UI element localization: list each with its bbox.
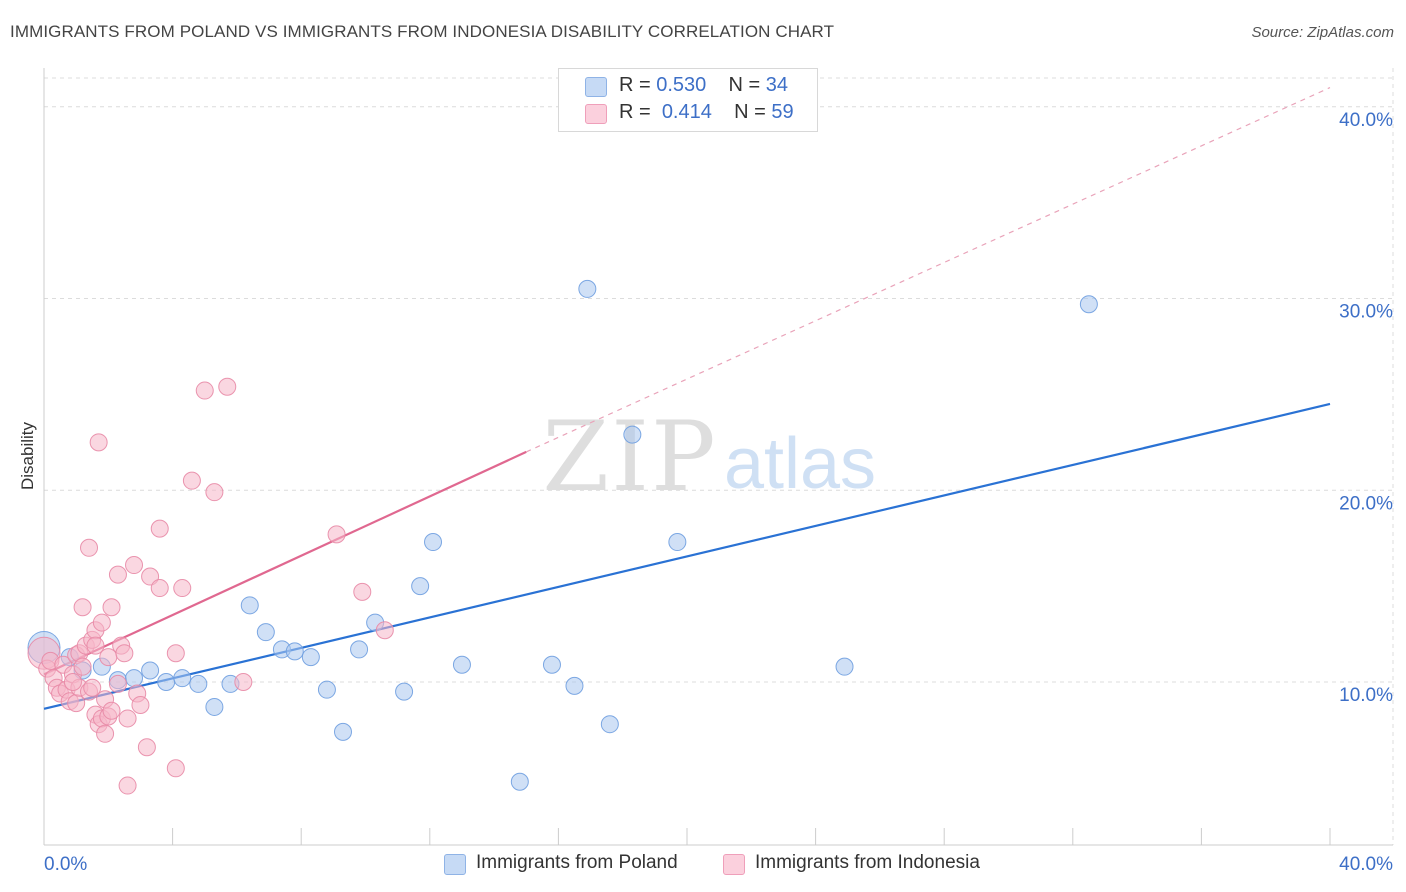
indonesia-point xyxy=(195,381,214,400)
legend-poland-swatch xyxy=(444,854,466,875)
indonesia-point xyxy=(173,579,192,598)
indonesia-point xyxy=(205,483,224,502)
watermark-atlas: atlas xyxy=(724,424,876,504)
y-tick-label: 10.0% xyxy=(1339,685,1393,706)
indonesia-point xyxy=(96,724,115,743)
poland-point xyxy=(205,697,224,716)
indonesia-point xyxy=(108,565,127,584)
watermark-zip: ZIP xyxy=(542,401,717,513)
indonesia-point xyxy=(115,644,134,663)
indonesia-point xyxy=(89,433,108,452)
poland-point xyxy=(565,676,584,695)
poland-point xyxy=(285,642,304,661)
y-tick-label: 30.0% xyxy=(1339,302,1393,323)
poland-r-value: 0.530 xyxy=(656,74,707,96)
trend-line-extension-1 xyxy=(526,87,1331,453)
poland-point xyxy=(333,722,352,741)
indonesia-point xyxy=(80,538,99,557)
trend-lines xyxy=(43,87,1331,710)
legend-indonesia-label: Immigrants from Indonesia xyxy=(755,852,980,873)
y-tick-label: 40.0% xyxy=(1339,110,1393,131)
indonesia-point xyxy=(150,579,169,598)
indonesia-point xyxy=(218,377,237,396)
indonesia-point xyxy=(118,709,137,728)
indonesia-point xyxy=(118,776,137,795)
legend-indonesia-swatch xyxy=(723,854,745,875)
indonesia-point xyxy=(327,525,346,544)
indonesia-point xyxy=(137,738,156,757)
tick-labels: 10.0% 20.0% 30.0% 40.0% 0.0% 40.0% xyxy=(44,110,1393,875)
gridlines xyxy=(44,68,1394,845)
poland-point xyxy=(668,533,687,552)
indonesia-r-value: 0.414 xyxy=(661,101,712,123)
indonesia-point xyxy=(86,636,105,655)
trend-line-0 xyxy=(43,402,1331,710)
indonesia-n-label: N = xyxy=(734,101,766,123)
indonesia-point xyxy=(73,657,92,676)
poland-point xyxy=(835,657,854,676)
indonesia-point xyxy=(182,471,201,490)
poland-point xyxy=(173,669,192,688)
poland-point xyxy=(157,673,176,692)
x-tick-label: 40.0% xyxy=(1339,854,1393,875)
watermark: ZIP atlas xyxy=(542,401,876,513)
poland-n-label: N = xyxy=(728,74,761,96)
indonesia-point xyxy=(102,701,121,720)
indonesia-point xyxy=(83,678,102,697)
indonesia-point xyxy=(131,696,150,715)
indonesia-point xyxy=(141,567,160,586)
y-axis-label: Disability xyxy=(18,421,37,490)
indonesia-point xyxy=(353,582,372,601)
indonesia-point xyxy=(102,598,121,617)
indonesia-point xyxy=(150,519,169,538)
data-points xyxy=(27,279,1098,795)
poland-point xyxy=(600,715,619,734)
x-tick-label: 0.0% xyxy=(44,854,87,875)
poland-point xyxy=(623,425,642,444)
indonesia-point xyxy=(63,673,82,692)
indonesia-point xyxy=(108,674,127,693)
poland-point xyxy=(256,623,275,642)
poland-point xyxy=(395,682,414,701)
poland-point xyxy=(317,680,336,699)
stats-legend: R = 0.530 N = 34 R = 0.414 N = 59 xyxy=(558,68,818,132)
indonesia-point xyxy=(125,556,144,575)
poland-stats: R = 0.530 N = 34 xyxy=(619,74,788,97)
source-credit: Source: ZipAtlas.com xyxy=(1251,24,1394,41)
poland-swatch xyxy=(585,77,607,97)
indonesia-point xyxy=(92,613,111,632)
poland-point xyxy=(510,772,529,791)
poland-point xyxy=(301,648,320,667)
poland-point xyxy=(125,669,144,688)
y-tick-label: 20.0% xyxy=(1339,493,1393,514)
poland-point xyxy=(189,674,208,693)
poland-r-label: R = xyxy=(619,74,651,96)
indonesia-point xyxy=(166,644,185,663)
poland-point xyxy=(452,655,471,674)
indonesia-point xyxy=(166,759,185,778)
indonesia-point xyxy=(234,673,253,692)
poland-n-value: 34 xyxy=(765,74,789,96)
poland-point xyxy=(542,655,561,674)
chart-title: IMMIGRANTS FROM POLAND VS IMMIGRANTS FRO… xyxy=(10,22,835,41)
poland-point xyxy=(411,577,430,596)
poland-point xyxy=(578,279,597,298)
poland-point xyxy=(240,596,259,615)
indonesia-point xyxy=(375,621,394,640)
indonesia-stats: R = 0.414 N = 59 xyxy=(619,101,794,124)
poland-point xyxy=(350,640,369,659)
indonesia-n-value: 59 xyxy=(771,101,794,123)
poland-point xyxy=(424,533,443,552)
series-legend: Immigrants from Poland Immigrants from I… xyxy=(0,852,1406,878)
indonesia-point xyxy=(73,598,92,617)
poland-point xyxy=(1079,295,1098,314)
poland-point xyxy=(141,661,160,680)
legend-poland-label: Immigrants from Poland xyxy=(476,852,678,873)
axes xyxy=(43,68,1393,846)
indonesia-r-label: R = xyxy=(619,101,651,123)
indonesia-swatch xyxy=(585,104,607,124)
